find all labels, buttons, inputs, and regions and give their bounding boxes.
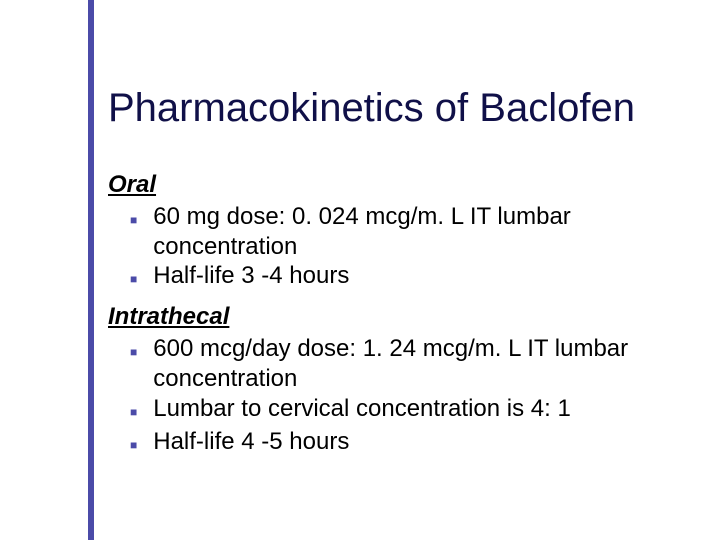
section-heading-oral: Oral <box>108 170 668 200</box>
bullet-item: ■ 60 mg dose: 0. 024 mcg/m. L IT lumbar … <box>108 202 668 262</box>
bullet-item: ■ Half-life 4 -5 hours <box>108 427 668 460</box>
section-heading-intrathecal: Intrathecal <box>108 302 668 332</box>
slide: Pharmacokinetics of Baclofen Oral ■ 60 m… <box>0 0 720 540</box>
bullet-icon: ■ <box>130 264 137 294</box>
bullet-icon: ■ <box>130 430 137 460</box>
bullet-item: ■ Lumbar to cervical concentration is 4:… <box>108 394 668 427</box>
bullet-text: 600 mcg/day dose: 1. 24 mcg/m. L IT lumb… <box>153 334 668 394</box>
bullet-text: Half-life 4 -5 hours <box>153 427 668 457</box>
slide-content: Oral ■ 60 mg dose: 0. 024 mcg/m. L IT lu… <box>108 170 668 460</box>
bullet-text: Half-life 3 -4 hours <box>153 261 668 291</box>
bullet-text: 60 mg dose: 0. 024 mcg/m. L IT lumbar co… <box>153 202 668 262</box>
bullet-text: Lumbar to cervical concentration is 4: 1 <box>153 394 668 424</box>
slide-title: Pharmacokinetics of Baclofen <box>108 86 635 130</box>
bullet-icon: ■ <box>130 337 137 367</box>
bullet-item: ■ 600 mcg/day dose: 1. 24 mcg/m. L IT lu… <box>108 334 668 394</box>
bullet-item: ■ Half-life 3 -4 hours <box>108 261 668 294</box>
bullet-icon: ■ <box>130 397 137 427</box>
bullet-icon: ■ <box>130 205 137 235</box>
section-gap <box>108 294 668 302</box>
accent-bar <box>88 0 94 540</box>
